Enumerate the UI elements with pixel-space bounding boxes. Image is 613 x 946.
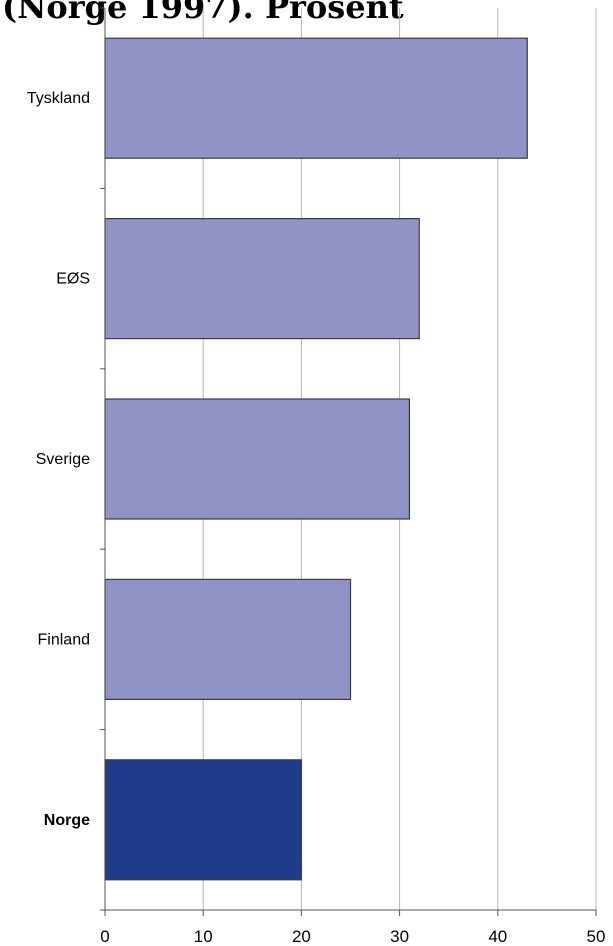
bar-finland: [104, 578, 352, 701]
x-tick-label-20: 20: [292, 927, 311, 946]
x-tick-label-40: 40: [488, 927, 507, 946]
bar-eøs: [104, 218, 420, 340]
category-label-sverige: Sverige: [36, 451, 90, 468]
category-label-finland: Finland: [38, 631, 90, 648]
x-tick-label-50: 50: [587, 927, 606, 946]
category-label-eøs: EØS: [56, 271, 90, 288]
category-label-tyskland: Tyskland: [27, 90, 90, 107]
bar-tyskland: [104, 37, 528, 159]
x-tick-label-10: 10: [194, 927, 213, 946]
category-label-norge: Norge: [44, 812, 90, 829]
bar-norge: [104, 759, 302, 881]
category-labels: Tyskland EØS Sverige Finland Norge: [27, 90, 90, 829]
x-tick-label-30: 30: [390, 927, 409, 946]
x-tick-label-0: 0: [100, 927, 109, 946]
tick-labels: 0 10 20 30 40 50: [100, 927, 605, 946]
bar-sverige: [104, 398, 411, 520]
bars: [104, 37, 528, 881]
axes: [100, 7, 597, 916]
